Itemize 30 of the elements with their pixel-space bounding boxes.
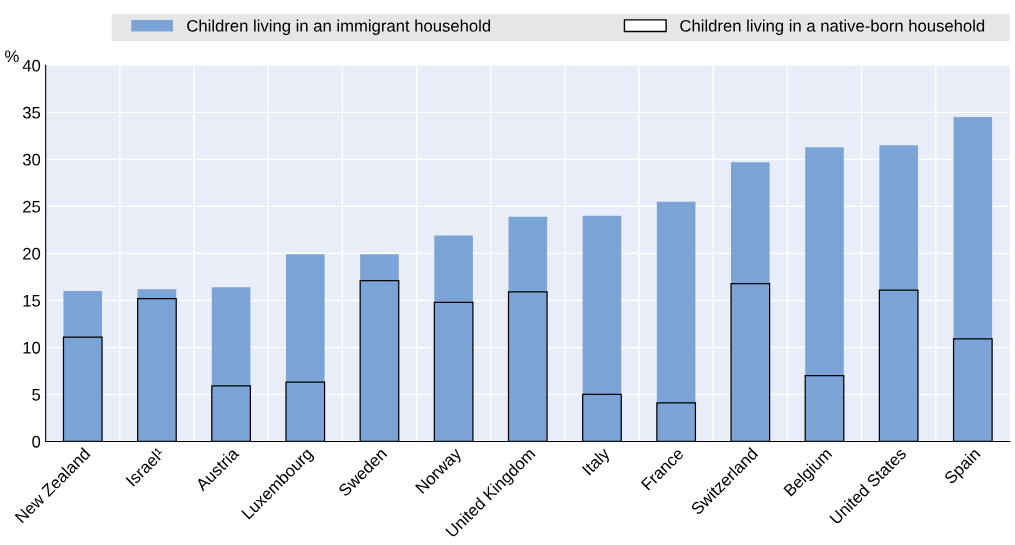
legend-label: Children living in an immigrant household	[187, 19, 491, 36]
bar	[360, 254, 399, 442]
y-tick-label: 0	[32, 435, 41, 448]
bar	[805, 147, 844, 442]
bar	[63, 291, 103, 442]
y-axis-title: %	[5, 50, 19, 63]
bar	[508, 216, 548, 442]
y-tick-label: 15	[23, 295, 41, 307]
y-tick-label: 5	[32, 389, 41, 401]
bar	[433, 301, 474, 442]
y-tick-label: 35	[22, 106, 41, 119]
bar	[731, 162, 770, 442]
y-tick-label: 40	[22, 59, 41, 72]
bar	[879, 145, 918, 442]
bar	[878, 289, 919, 442]
x-tick-label: Italy	[581, 446, 613, 478]
bar	[434, 235, 473, 442]
y-tick-label: 20	[23, 247, 41, 260]
bar	[656, 201, 696, 442]
bar	[359, 280, 400, 442]
legend-label: Children living in a native-born household	[680, 19, 985, 36]
bar	[211, 287, 251, 442]
bar	[953, 117, 993, 442]
bar	[582, 215, 622, 442]
y-tick-label: 25	[23, 200, 41, 213]
bar	[286, 254, 325, 442]
bar	[507, 291, 548, 442]
y-tick-label: 30	[22, 153, 41, 166]
y-tick-label: 10	[23, 341, 41, 354]
bar	[730, 282, 771, 442]
